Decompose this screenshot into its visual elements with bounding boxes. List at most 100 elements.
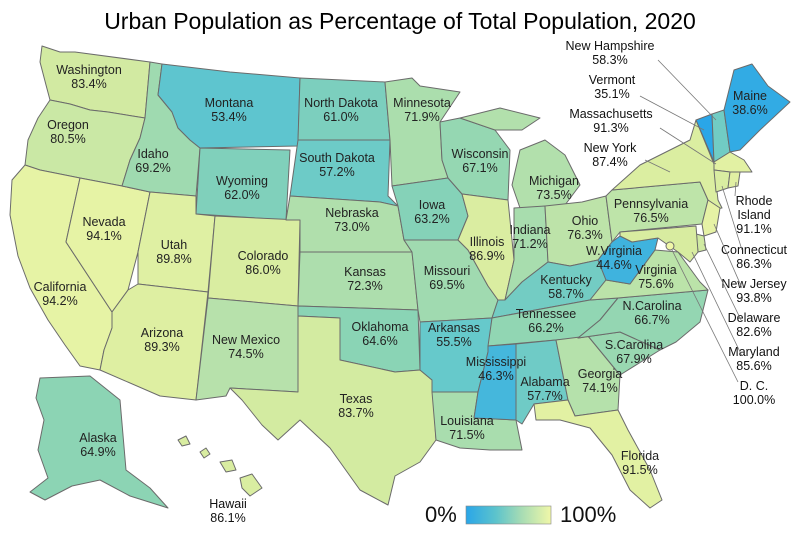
label-new-jersey-name: New Jersey <box>721 277 787 291</box>
label-north-dakota-name: North Dakota <box>304 96 378 110</box>
state-maryland[interactable] <box>619 225 699 263</box>
label-arizona-name: Arizona <box>141 326 183 340</box>
label-tennessee-value: 66.2% <box>528 321 563 335</box>
label-missouri-name: Missouri <box>424 264 471 278</box>
label-massachusetts-name: Massachusetts <box>569 107 652 121</box>
label-south-carolina-name: S.Carolina <box>605 338 663 352</box>
label-iowa-name: Iowa <box>419 198 445 212</box>
label-new-hampshire-value: 58.3% <box>592 53 627 67</box>
label-kansas-name: Kansas <box>344 265 386 279</box>
label-new-jersey-value: 93.8% <box>736 291 771 305</box>
state-new-york[interactable] <box>611 119 723 211</box>
state-montana[interactable] <box>157 63 301 149</box>
label-florida-name: Florida <box>621 449 659 463</box>
label-rhode-island-value: 91.1% <box>736 222 771 236</box>
label-connecticut-name: Connecticut <box>721 243 788 257</box>
label-west-virginia-value: 44.6% <box>596 258 631 272</box>
label-arizona-value: 89.3% <box>144 340 179 354</box>
label-colorado-name: Colorado <box>238 249 289 263</box>
state-shapes <box>9 45 791 509</box>
label-alaska-value: 64.9% <box>80 445 115 459</box>
state-connecticut[interactable] <box>713 169 731 193</box>
label-maine-value: 38.6% <box>732 103 767 117</box>
label-delaware-name: Delaware <box>728 311 781 325</box>
label-arkansas-name: Arkansas <box>428 321 480 335</box>
label-maryland-value: 85.6% <box>736 359 771 373</box>
label-kentucky-value: 58.7% <box>548 287 583 301</box>
label-ohio-value: 76.3% <box>567 228 602 242</box>
label-georgia-name: Georgia <box>578 367 623 381</box>
label-michigan-name: Michigan <box>529 174 579 188</box>
label-rhode-island-name-0: Rhode <box>736 194 773 208</box>
label-new-hampshire-name: New Hampshire <box>566 39 655 53</box>
state-michigan[interactable] <box>459 107 581 209</box>
label-south-dakota-name: South Dakota <box>299 151 375 165</box>
label-new-mexico-value: 74.5% <box>228 347 263 361</box>
label-west-virginia-name: W.Virginia <box>586 244 642 258</box>
state-texas[interactable] <box>229 315 437 506</box>
label-missouri-value: 69.5% <box>429 278 464 292</box>
state-florida[interactable] <box>533 399 663 509</box>
label-montana-value: 53.4% <box>211 110 246 124</box>
label-dc-value: 100.0% <box>733 393 775 407</box>
label-colorado-value: 86.0% <box>245 263 280 277</box>
label-delaware-value: 82.6% <box>736 325 771 339</box>
label-south-dakota-value: 57.2% <box>319 165 354 179</box>
label-minnesota-name: Minnesota <box>393 96 451 110</box>
label-illinois-value: 86.9% <box>469 249 504 263</box>
state-alaska[interactable] <box>29 375 169 509</box>
label-utah-name: Utah <box>161 238 187 252</box>
state-rhode-island[interactable] <box>727 171 741 189</box>
label-wisconsin-name: Wisconsin <box>452 147 509 161</box>
label-massachusetts-value: 91.3% <box>593 121 628 135</box>
legend-gradient-bar <box>465 505 552 525</box>
state-illinois[interactable] <box>457 193 515 301</box>
map-title: Urban Population as Percentage of Total … <box>104 8 696 34</box>
label-oregon-value: 80.5% <box>50 132 85 146</box>
label-nevada-name: Nevada <box>82 215 125 229</box>
state-maine[interactable] <box>723 63 791 153</box>
legend-max-label: 100% <box>560 502 616 527</box>
label-wyoming-name: Wyoming <box>216 174 268 188</box>
label-hawaii-value: 86.1% <box>210 511 245 525</box>
label-hawaii-name: Hawaii <box>209 497 247 511</box>
label-virginia-name: Virginia <box>635 263 677 277</box>
label-tennessee-name: Tennessee <box>516 307 577 321</box>
label-utah-value: 89.8% <box>156 252 191 266</box>
label-indiana-value: 71.2% <box>512 237 547 251</box>
label-nebraska-name: Nebraska <box>325 206 379 220</box>
label-arkansas-value: 55.5% <box>436 335 471 349</box>
color-legend: 0% 100% <box>425 502 616 527</box>
label-kansas-value: 72.3% <box>347 279 382 293</box>
state-dc[interactable] <box>665 241 675 251</box>
label-illinois-name: Illinois <box>470 235 505 249</box>
label-nebraska-value: 73.0% <box>334 220 369 234</box>
label-wyoming-value: 62.0% <box>224 188 259 202</box>
label-maine-name: Maine <box>733 89 767 103</box>
label-north-dakota-value: 61.0% <box>323 110 358 124</box>
label-alabama-name: Alabama <box>520 375 569 389</box>
legend-min-label: 0% <box>425 502 457 527</box>
label-pennsylvania-value: 76.5% <box>633 211 668 225</box>
label-california-name: California <box>34 280 87 294</box>
label-oklahoma-name: Oklahoma <box>352 320 409 334</box>
label-north-carolina-value: 66.7% <box>634 313 669 327</box>
label-texas-value: 83.7% <box>338 406 373 420</box>
label-oklahoma-value: 64.6% <box>362 334 397 348</box>
label-new-mexico-name: New Mexico <box>212 333 280 347</box>
label-ohio-name: Ohio <box>572 214 598 228</box>
label-georgia-value: 74.1% <box>582 381 617 395</box>
label-north-carolina-name: N.Carolina <box>622 299 681 313</box>
state-hawaii[interactable] <box>177 435 263 497</box>
label-oregon-name: Oregon <box>47 118 89 132</box>
label-new-york-value: 87.4% <box>592 155 627 169</box>
label-texas-name: Texas <box>340 392 373 406</box>
label-washington-value: 83.4% <box>71 77 106 91</box>
label-maryland-name: Maryland <box>728 345 779 359</box>
label-michigan-value: 73.5% <box>536 188 571 202</box>
label-louisiana-value: 71.5% <box>449 428 484 442</box>
label-florida-value: 91.5% <box>622 463 657 477</box>
label-indiana-name: Indiana <box>509 223 550 237</box>
